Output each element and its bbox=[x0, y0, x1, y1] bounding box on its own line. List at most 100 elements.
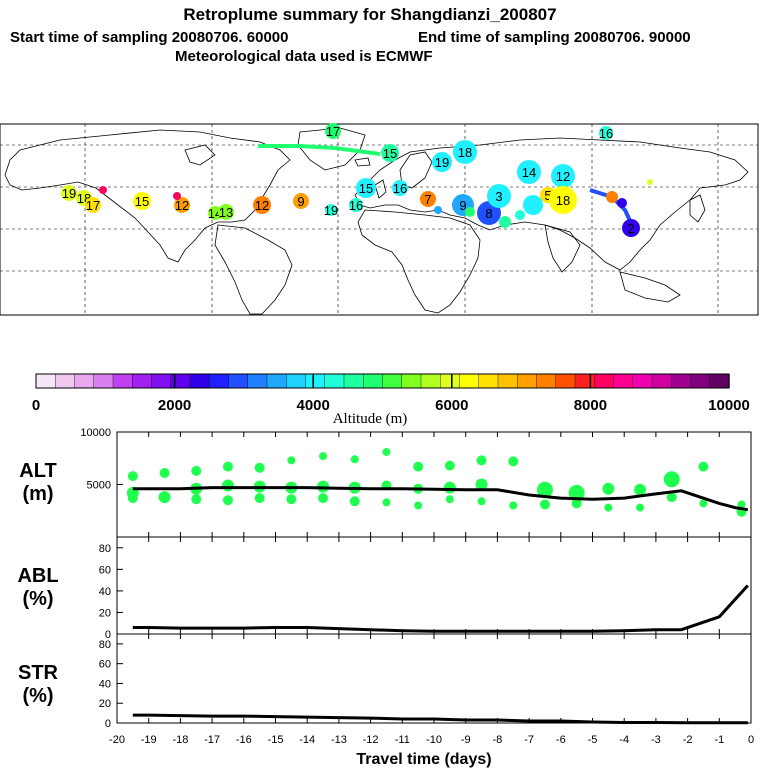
plume-marker-label: 5 bbox=[544, 188, 551, 203]
alt-scatter-point bbox=[444, 460, 455, 471]
panel-ylabel-name: STR bbox=[18, 662, 59, 684]
colorbar-swatch bbox=[497, 373, 518, 389]
plume-marker bbox=[293, 193, 309, 209]
plume-marker bbox=[325, 204, 337, 216]
colorbar-swatch bbox=[93, 373, 114, 389]
plume-marker bbox=[517, 160, 541, 184]
altitude-colorbar: 0 2000 4000 6000 8000 10000 bbox=[32, 373, 750, 414]
plume-marker-small bbox=[523, 195, 543, 215]
alt-scatter-point bbox=[571, 498, 582, 509]
plume-marker-label: 17 bbox=[326, 124, 340, 139]
colorbar-swatch bbox=[55, 373, 76, 389]
alt-scatter-point bbox=[350, 455, 359, 464]
y-tick-label: 0 bbox=[105, 718, 111, 730]
plume-marker-label: 17 bbox=[86, 198, 100, 213]
plume-marker bbox=[420, 191, 436, 207]
x-tick-label: -17 bbox=[204, 734, 220, 746]
x-tick-label: -2 bbox=[683, 734, 693, 746]
x-tick-label: -9 bbox=[461, 734, 471, 746]
x-tick-label: -3 bbox=[651, 734, 661, 746]
x-tick-label: 0 bbox=[748, 734, 754, 746]
plume-marker bbox=[551, 164, 575, 188]
x-tick-label: -1 bbox=[714, 734, 724, 746]
plume-marker bbox=[356, 178, 376, 198]
alt-scatter-point bbox=[254, 462, 265, 473]
plume-marker bbox=[253, 196, 271, 214]
plume-marker-small bbox=[617, 198, 627, 208]
plume-marker-small bbox=[173, 192, 181, 200]
plume-marker-small bbox=[99, 186, 107, 194]
met-data-line: Meteorological data used is ECMWF bbox=[175, 48, 433, 65]
colorbar-swatch bbox=[209, 373, 230, 389]
end-time-line: End time of sampling 20080706. 90000 bbox=[418, 29, 691, 46]
series-line-abl bbox=[132, 584, 749, 633]
colorbar-swatch bbox=[286, 373, 307, 389]
plume-marker bbox=[453, 140, 477, 164]
series-line-alt bbox=[132, 486, 749, 512]
plume-marker bbox=[549, 186, 577, 214]
y-tick-label: 40 bbox=[99, 586, 111, 598]
plume-marker-small bbox=[647, 179, 653, 185]
colorbar-swatch bbox=[343, 373, 364, 389]
alt-scatter-point bbox=[476, 455, 487, 466]
colorbar-swatch bbox=[690, 373, 711, 389]
figure-title: Retroplume summary for Shangdianzi_20080… bbox=[183, 5, 556, 24]
panel-abl: ABL(%) 80 60 40 20 0 bbox=[17, 536, 752, 641]
plume-marker-label: 12 bbox=[255, 198, 269, 213]
x-axis-label: Travel time (days) bbox=[356, 751, 491, 768]
plume-marker bbox=[432, 152, 452, 172]
colorbar-swatch bbox=[613, 373, 634, 389]
x-tick-label: -11 bbox=[395, 734, 410, 746]
panel-frame bbox=[116, 633, 752, 724]
alt-scatter-point bbox=[634, 483, 647, 496]
plume-marker bbox=[392, 180, 408, 196]
alt-scatter-point bbox=[191, 494, 202, 505]
y-tick-label: 60 bbox=[99, 659, 111, 671]
plume-marker-label: 16 bbox=[349, 198, 363, 213]
colorbar-tick-label: 2000 bbox=[158, 397, 191, 414]
plume-marker bbox=[487, 184, 511, 208]
colorbar-frame bbox=[35, 373, 730, 389]
colorbar-swatch bbox=[74, 373, 95, 389]
colorbar-swatch bbox=[228, 373, 249, 389]
plume-marker-label: 19 bbox=[324, 203, 338, 218]
time-series-panels: ALT(m)100005000ABL(%)806040200STR(%)8060… bbox=[17, 427, 754, 768]
colorbar-swatch bbox=[594, 373, 615, 389]
alt-scatter-point bbox=[568, 484, 585, 501]
series-line-str bbox=[132, 713, 748, 725]
alt-scatter-point bbox=[475, 478, 488, 491]
plume-marker-small bbox=[499, 216, 511, 228]
x-tick-label: -10 bbox=[426, 734, 442, 746]
plume-marker-label: 16 bbox=[599, 126, 613, 141]
plume-track-north bbox=[258, 144, 381, 156]
alt-scatter-point bbox=[382, 447, 391, 456]
plume-marker bbox=[622, 219, 640, 237]
plume-marker-label: 18 bbox=[556, 193, 570, 208]
colorbar-tick-label: 6000 bbox=[435, 397, 468, 414]
plume-marker-small bbox=[465, 207, 475, 217]
panel-alt: ALT(m) 10000 5000 bbox=[19, 427, 752, 538]
x-tick-label: -20 bbox=[109, 734, 125, 746]
x-tick-label: -14 bbox=[299, 734, 315, 746]
alt-scatter-point bbox=[663, 471, 680, 488]
panel-ylabel-unit: (%) bbox=[22, 588, 53, 610]
plume-marker bbox=[599, 126, 613, 140]
y-tick-label: 5000 bbox=[87, 480, 111, 492]
plume-marker-label: 2 bbox=[627, 221, 634, 236]
panel-ylabel-name: ABL bbox=[17, 565, 58, 587]
panel-ylabel-unit: (m) bbox=[22, 483, 53, 505]
alt-scatter-point bbox=[222, 461, 233, 472]
panel-frame bbox=[116, 431, 752, 538]
y-tick-label: 20 bbox=[99, 607, 111, 619]
x-tick-label: -4 bbox=[619, 734, 629, 746]
plume-marker bbox=[133, 192, 151, 210]
alt-scatter-point bbox=[318, 493, 329, 504]
colorbar-swatch bbox=[420, 373, 441, 389]
panel-ylabel-name: ALT bbox=[19, 460, 56, 482]
alt-scatter-point bbox=[222, 495, 233, 506]
plume-marker-small bbox=[434, 206, 442, 214]
plume-marker bbox=[218, 204, 234, 220]
